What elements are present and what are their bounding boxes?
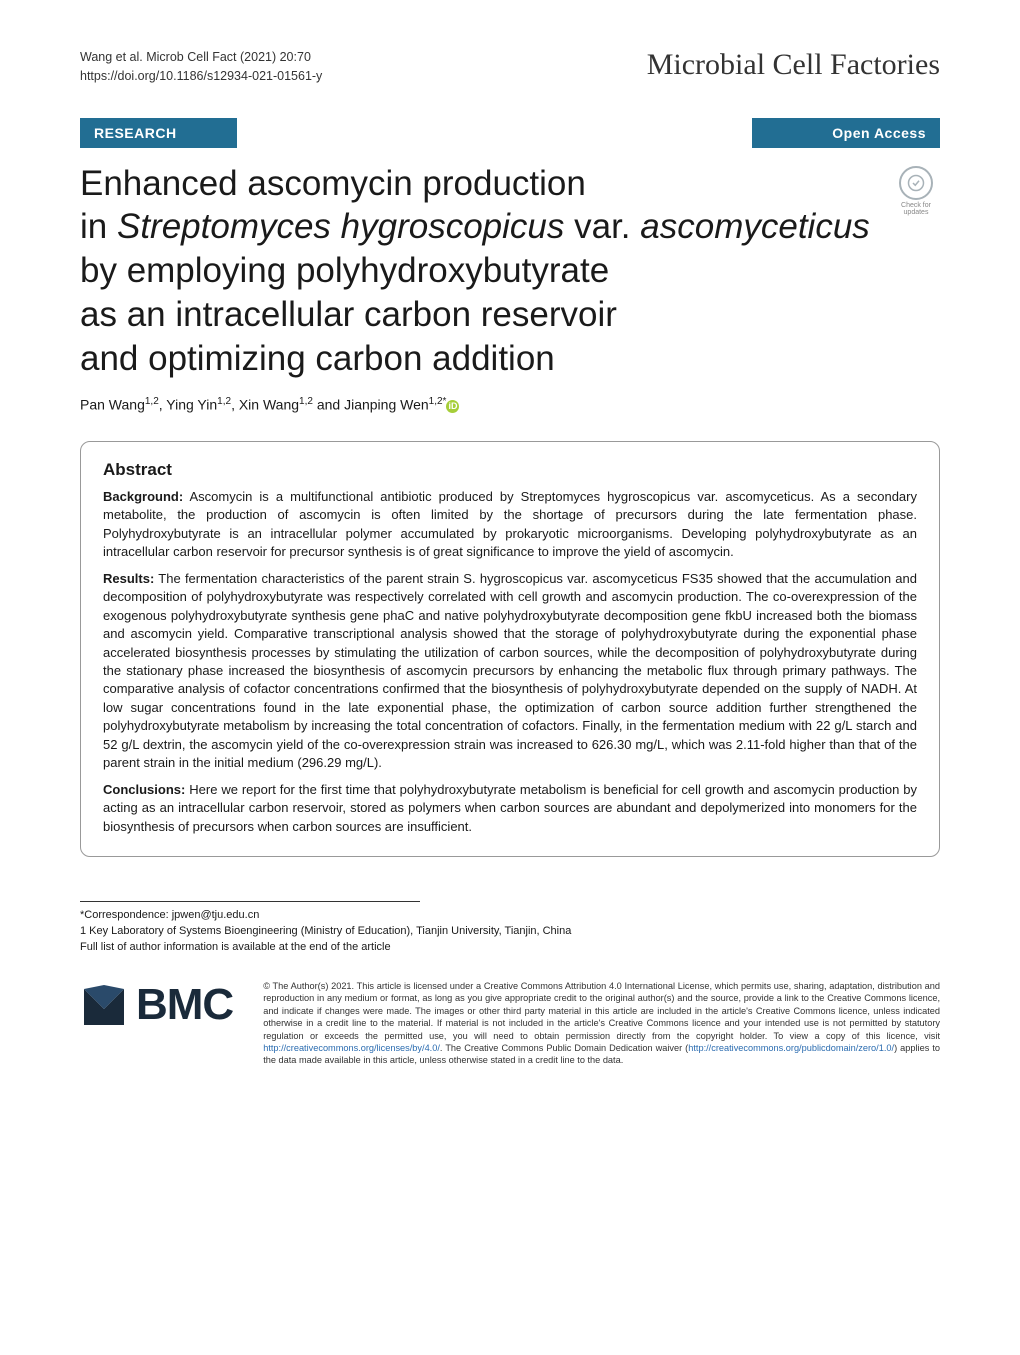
- results-text: The fermentation characteristics of the …: [103, 571, 917, 771]
- title-line-2-pre: in: [80, 207, 117, 246]
- author-4-aff: 1,2*: [429, 396, 447, 407]
- affiliation-1: 1 Key Laboratory of Systems Bioengineeri…: [80, 924, 940, 940]
- research-tag: RESEARCH: [80, 118, 237, 148]
- open-access-tag: Open Access: [752, 118, 940, 148]
- title-line-3: by employing polyhydroxybutyrate: [80, 251, 609, 290]
- header-left: Wang et al. Microb Cell Fact (2021) 20:7…: [80, 48, 322, 86]
- crossmark-text: Check for updates: [892, 202, 940, 217]
- running-header: Wang et al. Microb Cell Fact (2021) 20:7…: [80, 48, 940, 86]
- correspondence-block: *Correspondence: jpwen@tju.edu.cn 1 Key …: [80, 908, 940, 956]
- author-1: Pan Wang: [80, 397, 145, 413]
- license-text: © The Author(s) 2021. This article is li…: [263, 980, 940, 1067]
- author-list: Pan Wang1,2, Ying Yin1,2, Xin Wang1,2 an…: [80, 396, 940, 413]
- footer-block: *Correspondence: jpwen@tju.edu.cn 1 Key …: [80, 901, 940, 1067]
- license-row: BMC © The Author(s) 2021. This article i…: [80, 980, 940, 1067]
- author-1-aff: 1,2: [145, 396, 159, 407]
- license-link-2[interactable]: http://creativecommons.org/publicdomain/…: [688, 1043, 894, 1053]
- author-3: Xin Wang: [239, 397, 299, 413]
- doi-line: https://doi.org/10.1186/s12934-021-01561…: [80, 67, 322, 86]
- page-root: Wang et al. Microb Cell Fact (2021) 20:7…: [0, 0, 1020, 1097]
- abstract-heading: Abstract: [103, 460, 917, 480]
- license-pre: © The Author(s) 2021. This article is li…: [263, 981, 940, 1041]
- author-2: Ying Yin: [166, 397, 217, 413]
- journal-name: Microbial Cell Factories: [647, 48, 940, 82]
- title-line-5: and optimizing carbon addition: [80, 339, 555, 378]
- title-line-2-ital1: Streptomyces hygroscopicus: [117, 207, 564, 246]
- abstract-results: Results: The fermentation characteristic…: [103, 570, 917, 773]
- conclusions-text: Here we report for the first time that p…: [103, 782, 917, 834]
- abstract-box: Abstract Background: Ascomycin is a mult…: [80, 441, 940, 857]
- abstract-background: Background: Ascomycin is a multifunction…: [103, 488, 917, 562]
- crossmark-badge[interactable]: Check for updates: [892, 166, 940, 217]
- bmc-mark-icon: [80, 981, 128, 1029]
- citation-line: Wang et al. Microb Cell Fact (2021) 20:7…: [80, 48, 322, 67]
- article-title: Enhanced ascomycin production in Strepto…: [80, 162, 880, 381]
- background-text: Ascomycin is a multifunctional antibioti…: [103, 489, 917, 559]
- conclusions-label: Conclusions:: [103, 782, 185, 797]
- footer-divider: [80, 901, 420, 902]
- full-author-info: Full list of author information is avail…: [80, 940, 940, 956]
- license-link-1[interactable]: http://creativecommons.org/licenses/by/4…: [263, 1043, 440, 1053]
- author-3-aff: 1,2: [299, 396, 313, 407]
- title-block: Enhanced ascomycin production in Strepto…: [80, 162, 880, 397]
- author-and: and: [313, 397, 344, 413]
- author-4: Jianping Wen: [344, 397, 429, 413]
- orcid-icon[interactable]: iD: [446, 400, 459, 413]
- bmc-logo: BMC: [80, 980, 233, 1030]
- results-label: Results:: [103, 571, 154, 586]
- license-mid: . The Creative Commons Public Domain Ded…: [440, 1043, 688, 1053]
- title-row: Enhanced ascomycin production in Strepto…: [80, 162, 940, 397]
- title-line-1: Enhanced ascomycin production: [80, 164, 586, 203]
- banner-row: RESEARCH Open Access: [80, 118, 940, 148]
- title-line-4: as an intracellular carbon reservoir: [80, 295, 617, 334]
- title-line-2-ital2: ascomyceticus: [640, 207, 870, 246]
- bmc-text: BMC: [136, 980, 233, 1030]
- abstract-conclusions: Conclusions: Here we report for the firs…: [103, 781, 917, 836]
- title-line-2-mid: var.: [564, 207, 640, 246]
- crossmark-icon: [899, 166, 933, 200]
- correspondence-email: *Correspondence: jpwen@tju.edu.cn: [80, 908, 940, 924]
- background-label: Background:: [103, 489, 183, 504]
- author-2-aff: 1,2: [217, 396, 231, 407]
